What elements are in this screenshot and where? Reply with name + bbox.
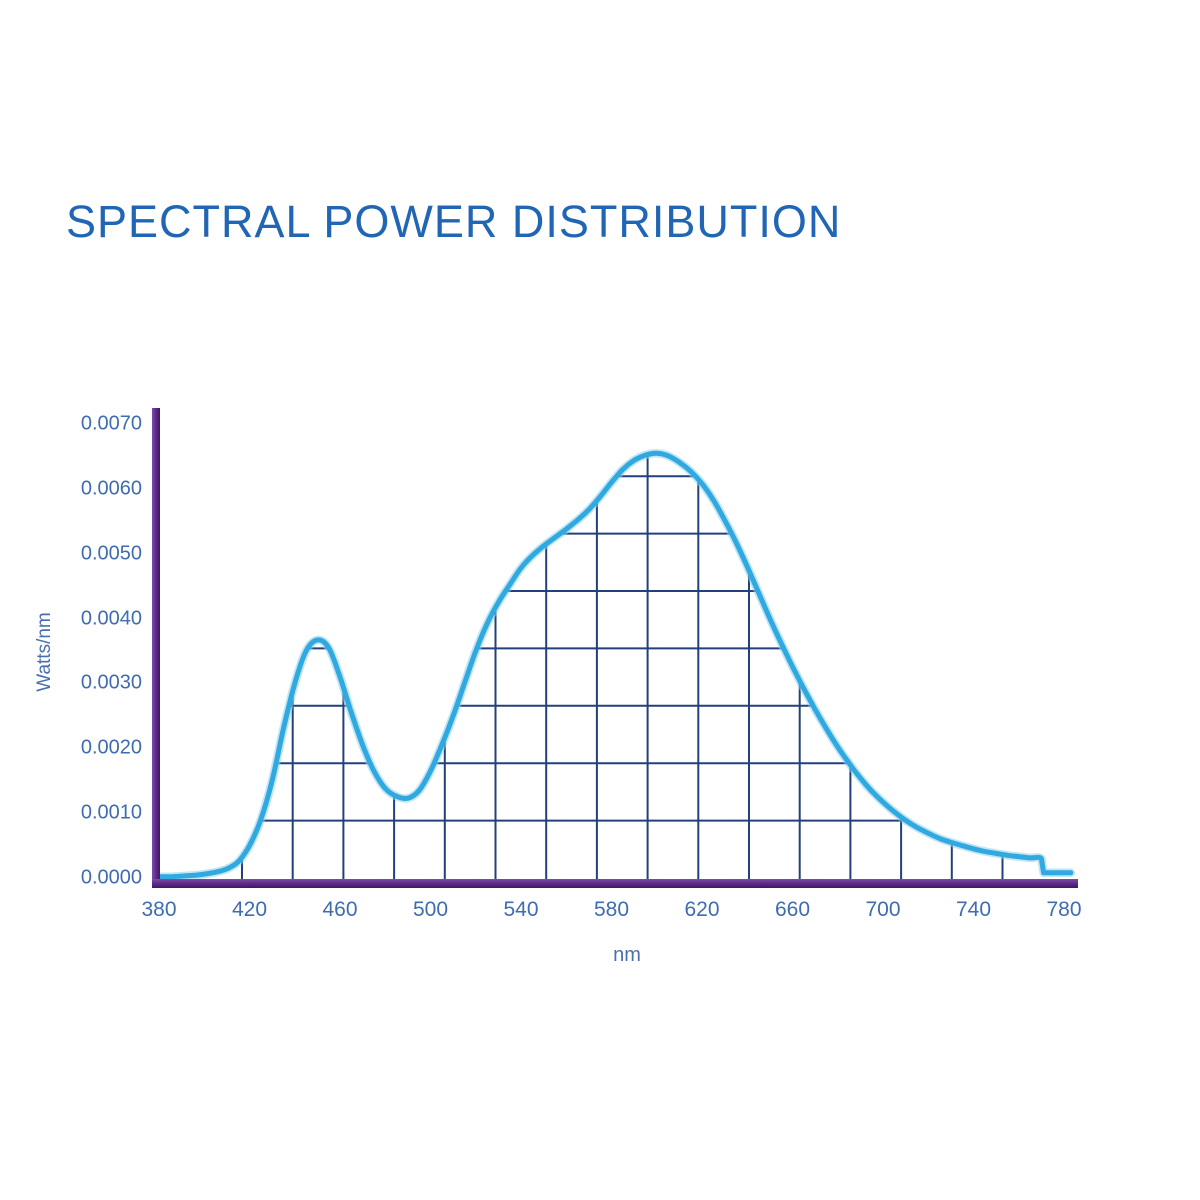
spd-curve-core	[156, 450, 1074, 880]
y-tick-label: 0.0070	[80, 412, 142, 435]
x-tick-label: 620	[684, 898, 720, 921]
spd-curve	[154, 448, 1076, 881]
y-axis-title: Watts/nm	[34, 612, 55, 692]
y-tick-label: 0.0050	[80, 542, 142, 565]
x-tick-label: 460	[322, 898, 358, 921]
x-tick-label: 380	[141, 898, 177, 921]
x-tick-label: 540	[503, 898, 539, 921]
x-tick-label: 740	[955, 898, 992, 921]
x-axis-line	[152, 879, 1078, 888]
x-tick-label: 700	[865, 898, 901, 921]
x-axis-title: nm	[613, 944, 641, 966]
chart-title: SPECTRAL POWER DISTRIBUTION	[66, 196, 842, 247]
x-tick-label: 780	[1046, 898, 1082, 921]
y-tick-label: 0.0030	[80, 671, 142, 694]
y-tick-label: 0.0000	[80, 866, 142, 889]
x-tick-label: 580	[593, 898, 630, 921]
y-tick-label: 0.0020	[80, 736, 142, 759]
y-tick-label: 0.0040	[80, 607, 142, 630]
x-tick-label: 500	[412, 898, 449, 921]
y-tick-label: 0.0060	[80, 477, 142, 500]
x-tick-label: 420	[231, 898, 268, 921]
y-tick-label: 0.0010	[80, 801, 142, 824]
y-axis-line	[152, 408, 160, 886]
x-tick-label: 660	[774, 898, 811, 921]
